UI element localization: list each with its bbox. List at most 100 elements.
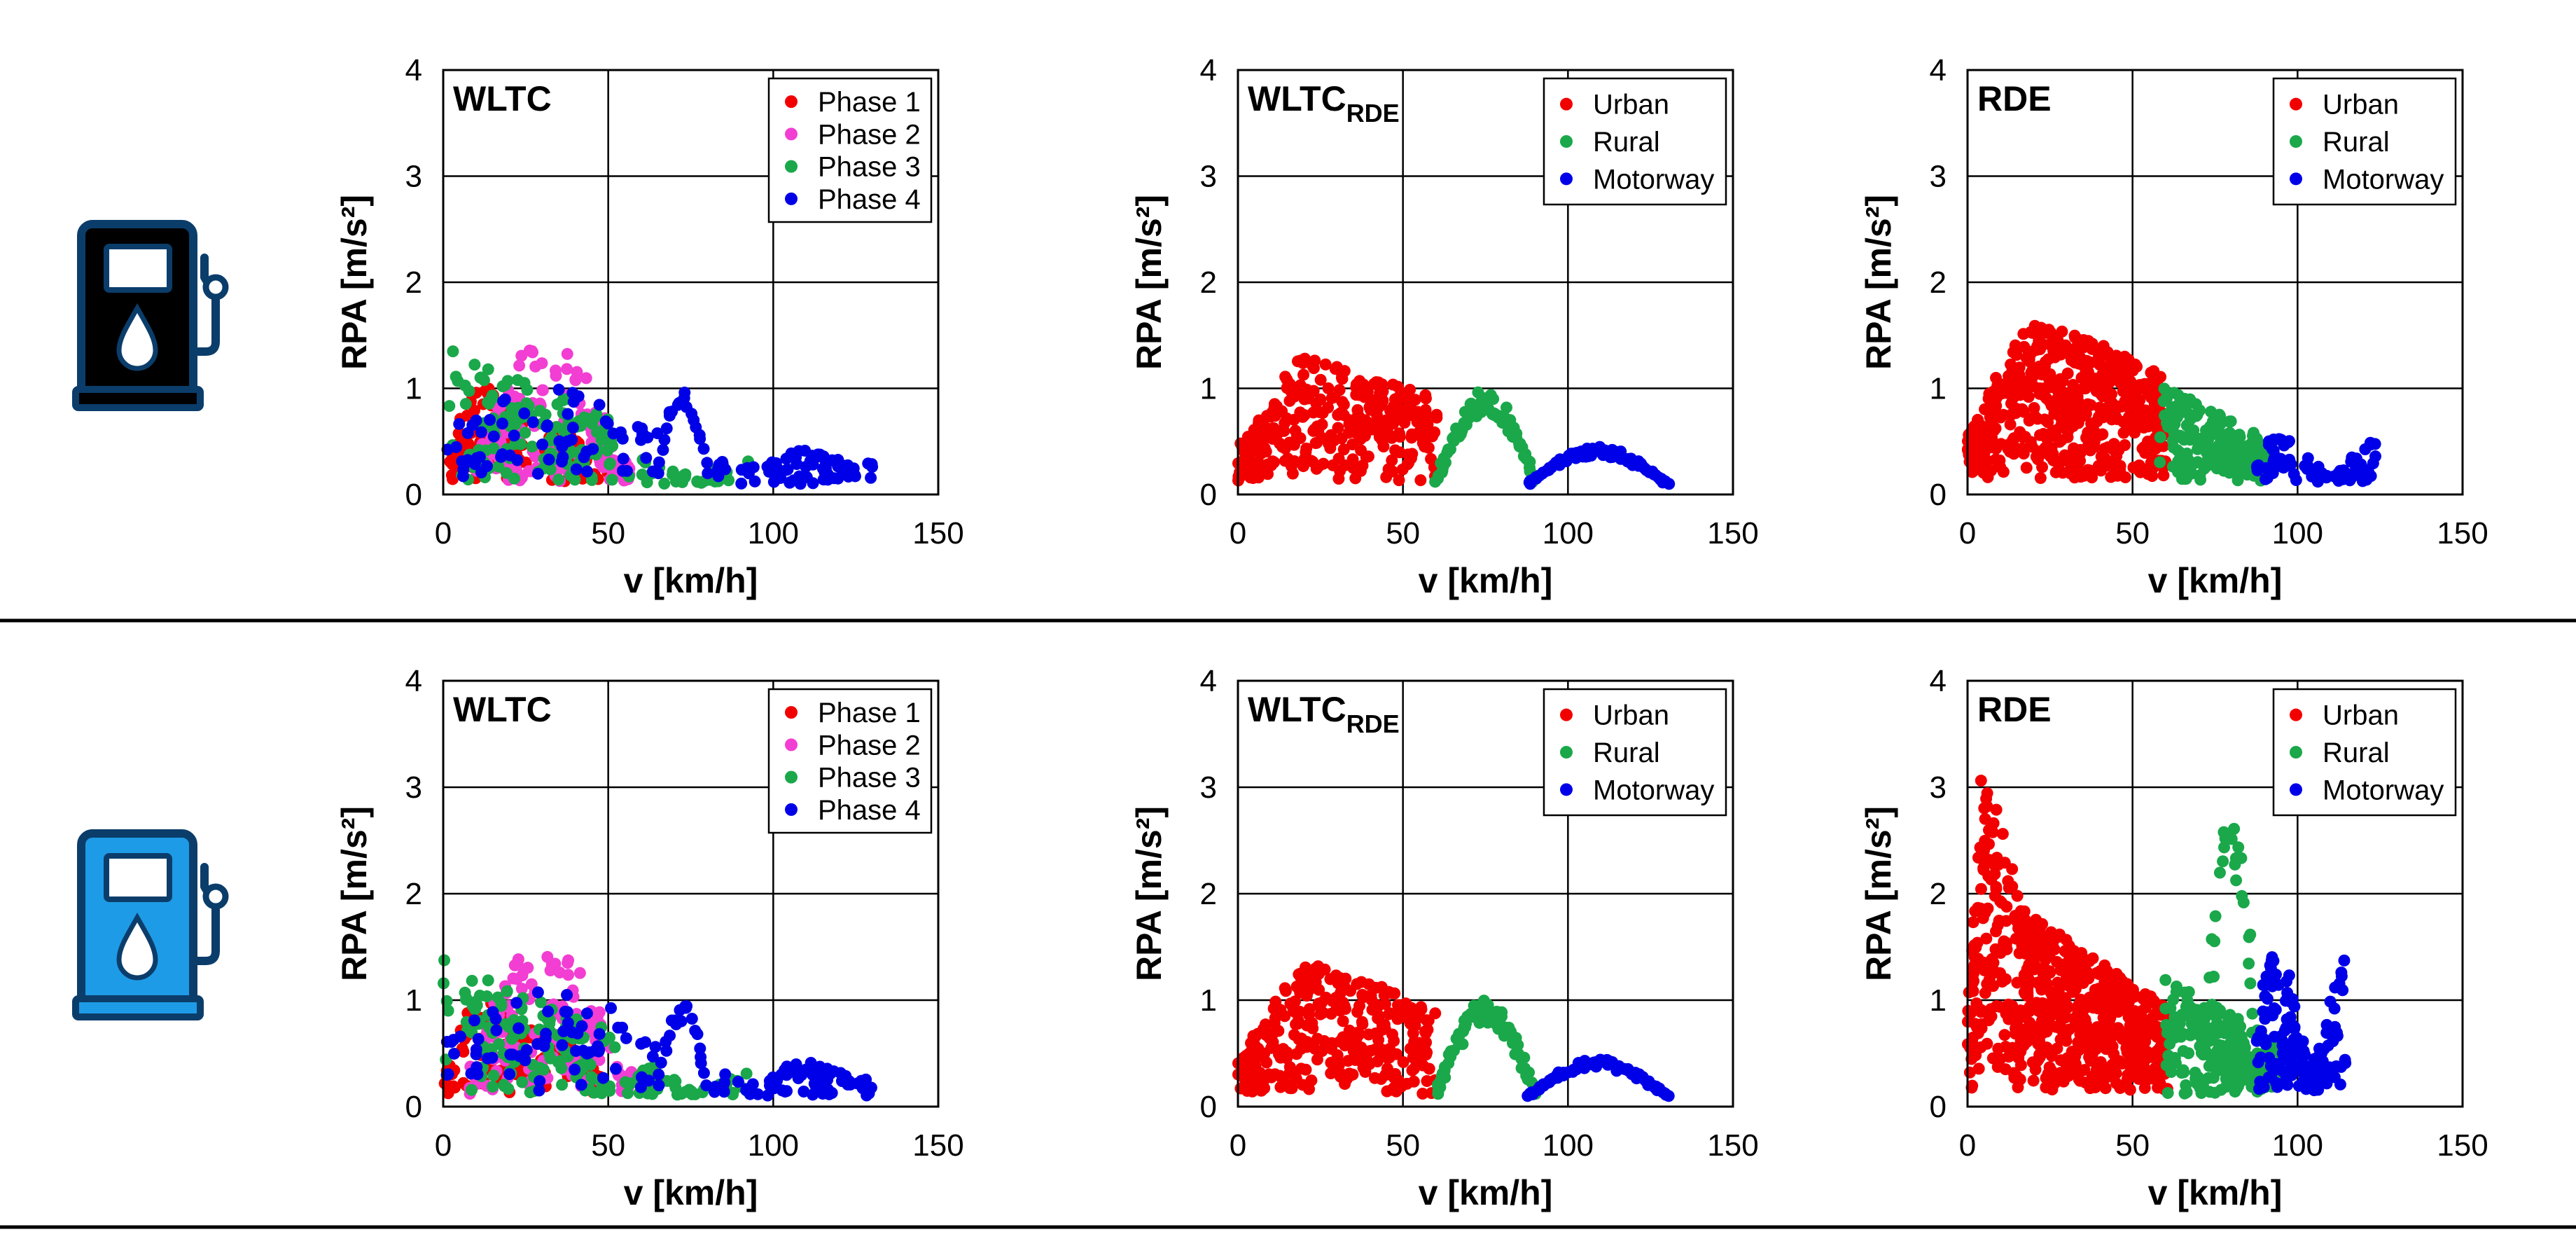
data-point xyxy=(1421,1075,1433,1088)
data-point xyxy=(620,464,633,477)
plot-frame xyxy=(1966,679,2464,1108)
data-point xyxy=(2119,359,2131,372)
data-point xyxy=(2099,1082,2112,1095)
data-point xyxy=(2271,1081,2283,1093)
x-tick-label: 150 xyxy=(912,516,963,551)
data-point xyxy=(685,1088,698,1100)
data-point xyxy=(2359,443,2372,455)
data-point xyxy=(577,1044,590,1057)
data-point xyxy=(2250,1034,2263,1047)
y-axis-label: RPA [m/s²] xyxy=(1129,806,1169,981)
data-point xyxy=(823,1066,836,1079)
data-point xyxy=(2237,1037,2250,1049)
data-point xyxy=(1351,1027,1363,1039)
data-point xyxy=(2329,981,2341,994)
y-tick-label: 2 xyxy=(1930,265,1947,300)
data-point xyxy=(2152,1024,2164,1037)
data-point xyxy=(2108,443,2120,456)
data-point xyxy=(2079,1013,2091,1026)
data-point xyxy=(2060,1034,2073,1047)
data-point xyxy=(700,1079,713,1092)
data-point xyxy=(1419,1025,1431,1038)
data-point xyxy=(2096,368,2109,380)
data-point xyxy=(666,1076,678,1088)
data-point xyxy=(1311,1032,1324,1045)
data-point xyxy=(2044,368,2056,380)
data-point xyxy=(1992,859,2005,871)
chart-diesel-rde: 0 50 100 150 0 1 2 3 4 v [km/h] RPA [m/s²] RDE Urban… xyxy=(1859,53,2488,600)
data-point xyxy=(2213,408,2226,421)
data-point xyxy=(2018,969,2031,981)
data-point xyxy=(2046,427,2059,439)
data-point xyxy=(453,417,466,430)
legend-marker xyxy=(1560,172,1573,186)
data-point xyxy=(2154,431,2166,443)
data-point xyxy=(549,364,562,377)
data-point xyxy=(2120,399,2133,412)
data-point xyxy=(2013,368,2026,381)
data-point xyxy=(1253,457,1265,469)
data-point xyxy=(497,395,510,408)
data-point xyxy=(839,464,851,477)
data-point xyxy=(781,1060,793,1073)
data-point xyxy=(480,460,493,473)
data-point xyxy=(1980,932,1993,945)
x-tick-label: 150 xyxy=(912,1128,963,1163)
data-point xyxy=(2250,461,2263,473)
legend-entry: Urban xyxy=(1593,90,1669,120)
data-point xyxy=(2098,1072,2111,1085)
data-point xyxy=(2185,429,2197,442)
data-point xyxy=(2086,421,2098,434)
data-point xyxy=(541,419,554,431)
data-point xyxy=(578,451,590,464)
data-point xyxy=(2255,1081,2267,1093)
data-point xyxy=(2105,1039,2117,1051)
data-point xyxy=(2111,469,2124,482)
data-point xyxy=(2255,1025,2267,1037)
data-point xyxy=(2166,460,2179,473)
data-point xyxy=(1982,870,1995,882)
data-point xyxy=(2097,340,2110,352)
data-point xyxy=(1415,1001,1428,1013)
data-point xyxy=(2244,977,2257,990)
data-point xyxy=(1990,803,2003,816)
data-point xyxy=(2147,371,2160,383)
data-point xyxy=(2110,986,2122,999)
data-point xyxy=(2020,462,2033,474)
data-point xyxy=(2288,1023,2301,1035)
data-point xyxy=(2036,997,2049,1009)
data-point xyxy=(2219,1023,2232,1035)
data-point xyxy=(1487,393,1500,406)
data-point xyxy=(2026,930,2038,943)
data-point xyxy=(1380,471,1393,483)
data-point xyxy=(2226,1051,2239,1063)
data-point xyxy=(798,1085,810,1098)
data-point xyxy=(496,417,508,430)
data-point xyxy=(2283,969,2295,982)
data-point xyxy=(2031,1055,2044,1067)
data-point xyxy=(622,1087,634,1100)
data-point xyxy=(442,1004,454,1017)
data-point xyxy=(527,416,539,429)
data-point xyxy=(1989,889,2001,902)
data-point xyxy=(603,1031,615,1044)
data-point xyxy=(1414,474,1427,487)
data-point xyxy=(562,408,574,420)
data-point xyxy=(1356,459,1369,472)
y-tick-label: 0 xyxy=(1930,1090,1947,1124)
data-point xyxy=(495,999,508,1012)
data-point xyxy=(2142,1051,2154,1064)
y-axis-label: RPA [m/s²] xyxy=(1859,806,1898,981)
data-point xyxy=(2149,1062,2161,1074)
data-point xyxy=(2084,464,2096,477)
data-point xyxy=(819,1086,831,1098)
data-point xyxy=(1383,1008,1395,1020)
legend-marker xyxy=(2290,97,2302,111)
data-point xyxy=(566,434,578,446)
data-point xyxy=(2009,1022,2021,1034)
data-point xyxy=(1334,972,1346,985)
data-point xyxy=(2182,985,2195,998)
data-point xyxy=(635,1037,648,1050)
data-point xyxy=(799,445,812,457)
data-point xyxy=(660,422,673,435)
